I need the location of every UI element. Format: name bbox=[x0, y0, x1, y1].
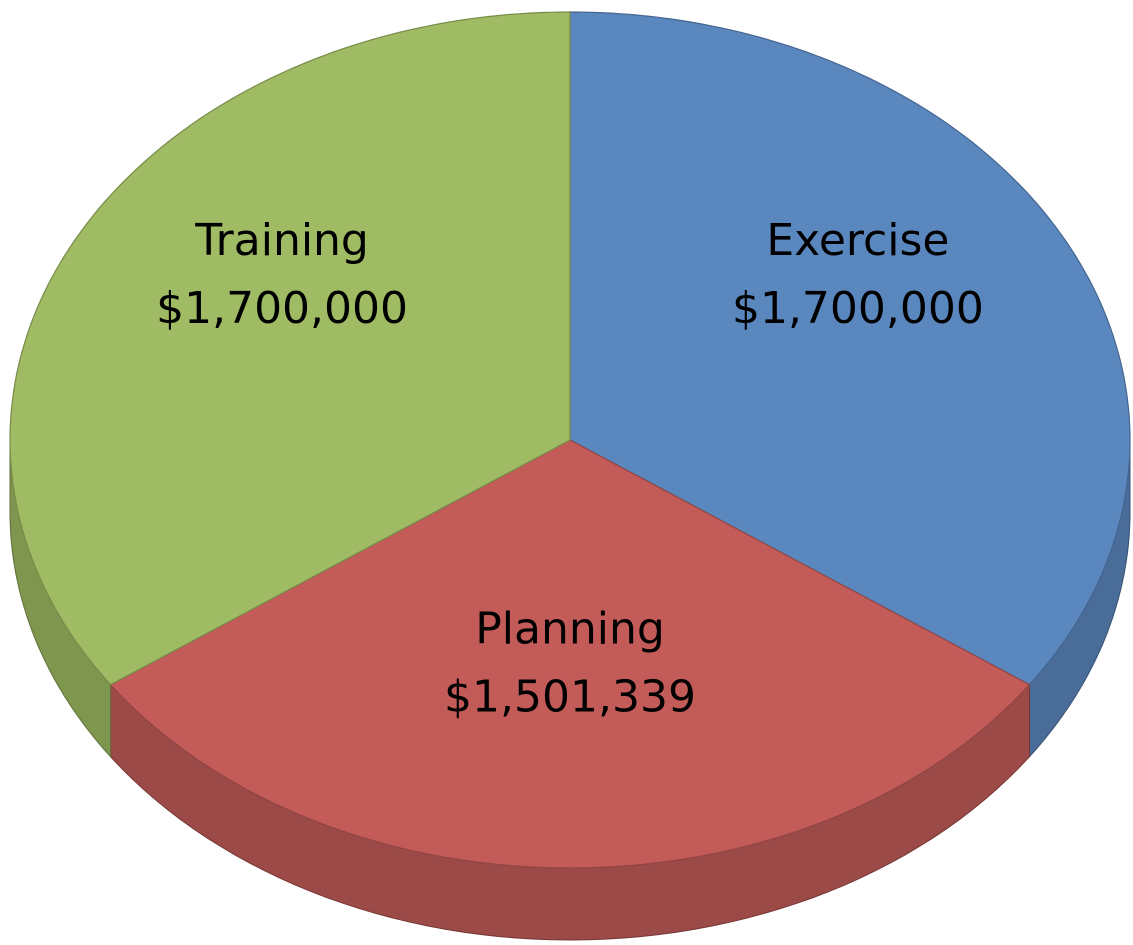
slice-label: Training bbox=[194, 215, 369, 266]
slice-label: Planning bbox=[475, 603, 665, 654]
slice-value-label: $1,700,000 bbox=[156, 283, 408, 334]
slice-label: Exercise bbox=[766, 215, 949, 266]
slice-value-label: $1,700,000 bbox=[732, 283, 984, 334]
pie-slice bbox=[569, 11, 1131, 686]
pie-slice bbox=[9, 11, 571, 686]
pie-slice bbox=[109, 439, 1031, 869]
slice-value-label: $1,501,339 bbox=[444, 671, 696, 722]
